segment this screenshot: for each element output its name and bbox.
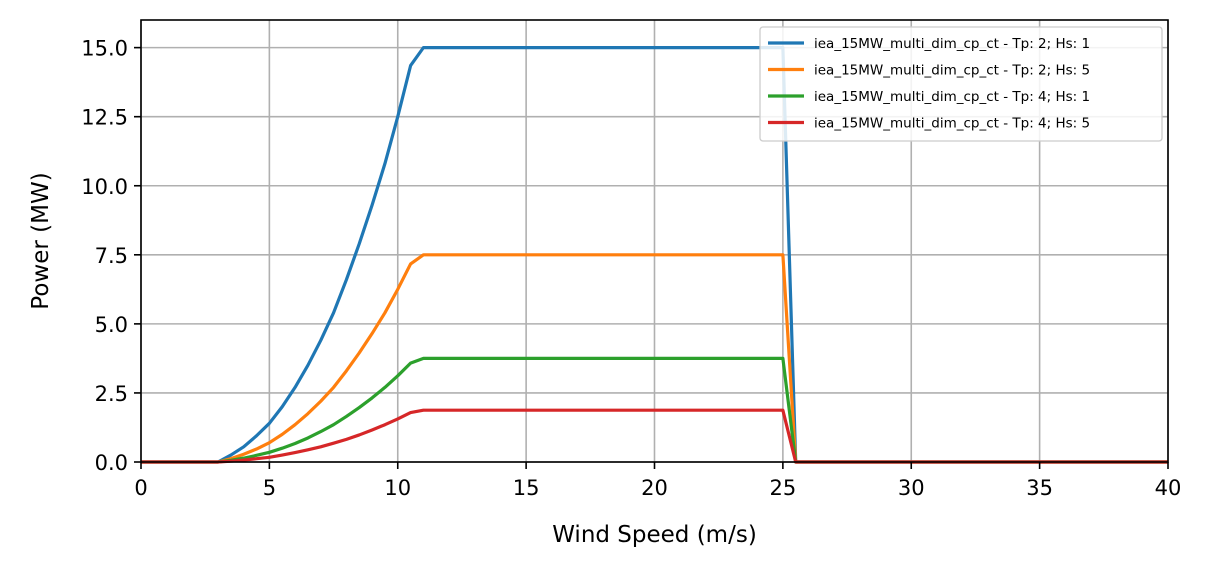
legend-entry-label: iea_15MW_multi_dim_cp_ct - Tp: 2; Hs: 5	[814, 63, 1090, 79]
x-tick-label: 10	[384, 476, 411, 500]
x-tick-label: 5	[263, 476, 276, 500]
x-tick-label: 25	[770, 476, 797, 500]
axis-ticks: 0 5 10 15 20 25 30 35 40 0.0 2.5 5.0 7.5 10.0 12.5 15.0	[81, 37, 1181, 500]
series-line-1	[141, 46, 1168, 464]
y-tick-label: 12.5	[81, 106, 128, 130]
x-axis-label: Wind Speed (m/s)	[552, 522, 757, 548]
legend-box	[759, 26, 1163, 142]
y-tick-label: 7.5	[95, 244, 128, 268]
x-tick-label: 15	[513, 476, 540, 500]
series-line-3	[141, 356, 1168, 464]
legend-entry-label: iea_15MW_multi_dim_cp_ct - Tp: 4; Hs: 5	[814, 116, 1090, 132]
y-tick-label: 10.0	[81, 175, 128, 199]
y-tick-label: 5.0	[95, 313, 128, 337]
y-tick-label: 15.0	[81, 37, 128, 61]
y-tick-label: 2.5	[95, 382, 128, 406]
series-line-4	[141, 408, 1168, 464]
series-lines	[141, 46, 1168, 464]
x-tick-label: 20	[641, 476, 668, 500]
legend-entry-label: iea_15MW_multi_dim_cp_ct - Tp: 4; Hs: 1	[814, 89, 1090, 105]
legend: iea_15MW_multi_dim_cp_ct - Tp: 2; Hs: 1 i…	[759, 26, 1163, 142]
x-tick-label: 30	[898, 476, 925, 500]
x-tick-label: 40	[1155, 476, 1182, 500]
x-tick-label: 0	[134, 476, 147, 500]
y-axis-label: Power (MW)	[28, 172, 54, 309]
legend-entry-label: iea_15MW_multi_dim_cp_ct - Tp: 2; Hs: 1	[814, 36, 1090, 52]
series-line-2	[141, 253, 1168, 464]
y-tick-label: 0.0	[95, 451, 128, 475]
x-tick-label: 35	[1026, 476, 1053, 500]
